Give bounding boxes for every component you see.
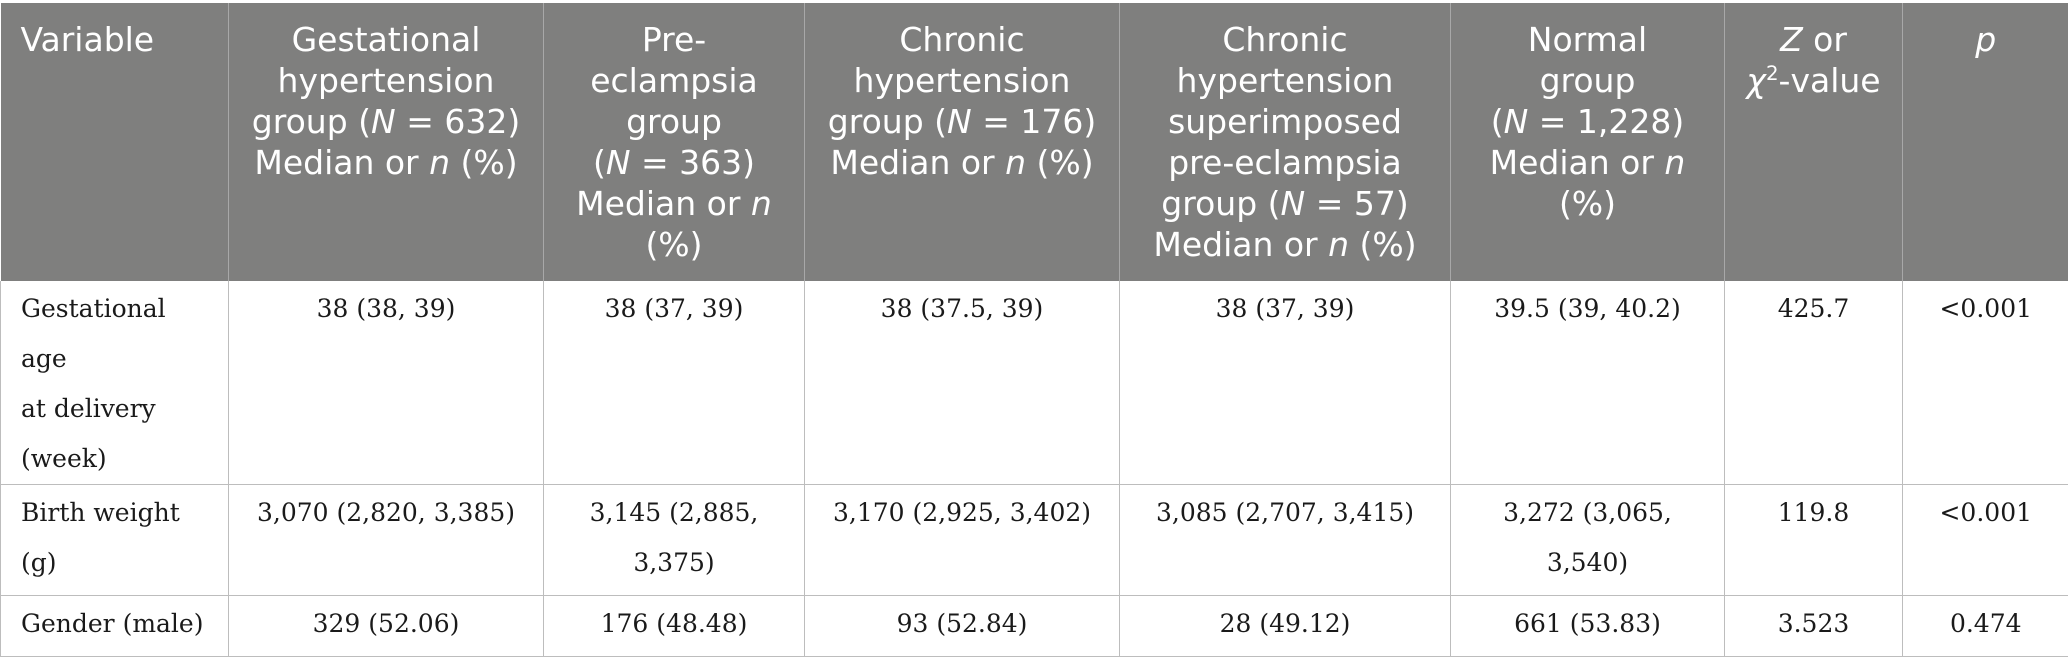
header-text: hypertension [1177,61,1394,100]
cell-statistic: 3.523 [1725,596,1903,657]
header-text: (%) [1349,225,1417,264]
header-text: -value [1779,61,1881,100]
header-text: p [1975,20,1996,59]
header-text: Z [1780,20,1803,59]
header-text: n [1328,225,1349,264]
header-text: group ( [252,102,371,141]
header-row: Variable Gestational hypertension group … [1,3,2068,281]
header-text: Chronic [1222,20,1347,59]
cell-text: 3,145 (2,885, [590,498,759,527]
header-variable: Variable [1,3,229,281]
header-text: ( [593,143,606,182]
header-text: = 176) [972,102,1097,141]
header-text: eclampsia [590,61,758,100]
cell-superimposed: 38 (37, 39) [1120,281,1451,485]
header-text: 2 [1766,62,1779,85]
header-text: or [1803,20,1847,59]
cell-gestational: 329 (52.06) [229,596,544,657]
header-statistic: Z or χ2-value [1725,3,1903,281]
header-text: Median or [1153,225,1328,264]
cell-text: 3,375) [633,548,714,577]
header-text: Chronic [899,20,1024,59]
cell-variable: Birth weight (g) [1,485,229,596]
header-text: Gestational [292,20,481,59]
header-text: n [1664,143,1685,182]
header-text: n [751,184,772,223]
header-text: hypertension [278,61,495,100]
header-text: (%) [450,143,518,182]
header-text: Median or [576,184,751,223]
header-chronic-group: Chronic hypertension group (N = 176) Med… [805,3,1120,281]
header-preeclampsia-group: Pre- eclampsia group (N = 363) Median or… [544,3,805,281]
header-text: hypertension [854,61,1071,100]
header-text: N [1504,102,1529,141]
results-table: Variable Gestational hypertension group … [0,3,2068,657]
header-text: n [429,143,450,182]
header-variable-label: Variable [21,20,155,59]
table-row: Gestational age at delivery (week) 38 (3… [1,281,2068,485]
header-text: = 632) [396,102,521,141]
header-text: N [1281,184,1306,223]
header-text: (%) [1559,184,1616,223]
header-text: Median or [254,143,429,182]
table-header: Variable Gestational hypertension group … [1,3,2068,281]
cell-chronic: 93 (52.84) [805,596,1120,657]
cell-normal: 3,272 (3,065, 3,540) [1451,485,1725,596]
header-text: group [1540,61,1636,100]
header-text: = 57) [1305,184,1409,223]
header-text: χ [1746,61,1766,100]
cell-gestational: 38 (38, 39) [229,281,544,485]
cell-variable: Gestational age at delivery (week) [1,281,229,485]
cell-p-value: <0.001 [1903,281,2068,485]
header-text: N [371,102,396,141]
header-text: N [606,143,631,182]
header-text: n [1005,143,1026,182]
cell-preeclampsia: 38 (37, 39) [544,281,805,485]
cell-statistic: 425.7 [1725,281,1903,485]
cell-statistic: 119.8 [1725,485,1903,596]
header-text: group ( [828,102,947,141]
header-gestational-group: Gestational hypertension group (N = 632)… [229,3,544,281]
header-text: Pre- [642,20,706,59]
header-text: (%) [1026,143,1094,182]
header-normal-group: Normal group (N = 1,228) Median or n (%) [1451,3,1725,281]
header-superimposed-group: Chronic hypertension superimposed pre-ec… [1120,3,1451,281]
cell-chronic: 38 (37.5, 39) [805,281,1120,485]
cell-chronic: 3,170 (2,925, 3,402) [805,485,1120,596]
header-text: Median or [1490,143,1665,182]
cell-preeclampsia: 3,145 (2,885, 3,375) [544,485,805,596]
header-text: Normal [1528,20,1647,59]
header-text: = 363) [631,143,756,182]
cell-superimposed: 28 (49.12) [1120,596,1451,657]
cell-text: (week) [21,444,107,473]
header-text: N [947,102,972,141]
cell-gestational: 3,070 (2,820, 3,385) [229,485,544,596]
cell-variable: Gender (male) [1,596,229,657]
cell-p-value: <0.001 [1903,485,2068,596]
header-text: (%) [645,225,702,264]
table-body: Gestational age at delivery (week) 38 (3… [1,281,2068,657]
cell-text: at delivery [21,394,156,423]
header-text: ( [1491,102,1504,141]
header-text: pre-eclampsia [1168,143,1402,182]
header-text: superimposed [1168,102,1402,141]
cell-superimposed: 3,085 (2,707, 3,415) [1120,485,1451,596]
header-text: group ( [1161,184,1280,223]
header-text: = 1,228) [1528,102,1684,141]
cell-p-value: 0.474 [1903,596,2068,657]
table-row: Birth weight (g) 3,070 (2,820, 3,385) 3,… [1,485,2068,596]
header-text: Median or [830,143,1005,182]
cell-normal: 661 (53.83) [1451,596,1725,657]
cell-preeclampsia: 176 (48.48) [544,596,805,657]
cell-text: Gestational age [21,294,166,373]
table-row: Gender (male) 329 (52.06) 176 (48.48) 93… [1,596,2068,657]
header-text: group [626,102,722,141]
cell-normal: 39.5 (39, 40.2) [1451,281,1725,485]
header-p-value: p [1903,3,2068,281]
